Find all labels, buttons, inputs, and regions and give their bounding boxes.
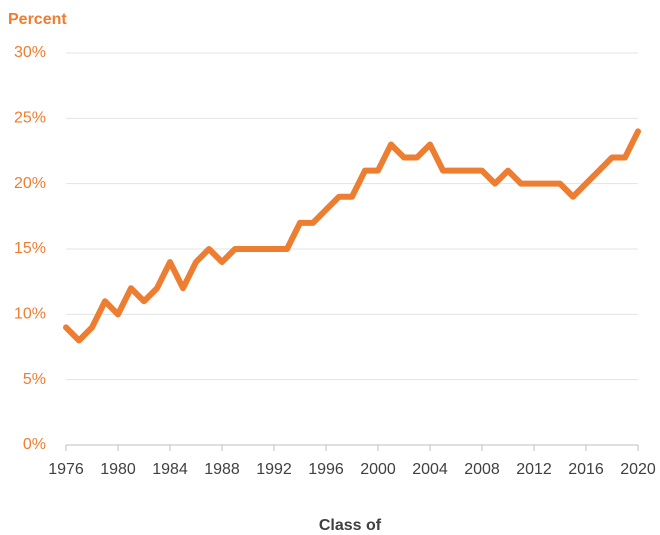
y-tick-label: 15%	[14, 240, 46, 257]
y-axis-label: Percent	[8, 11, 67, 28]
y-tick-label: 5%	[23, 371, 46, 388]
x-tick-label: 1976	[48, 461, 84, 478]
x-tick-label: 2008	[464, 461, 500, 478]
x-tick-label: 2020	[620, 461, 656, 478]
x-tick-label: 2004	[412, 461, 448, 478]
x-axis-label: Class of	[319, 517, 382, 534]
y-tick-label: 10%	[14, 306, 46, 323]
x-tick-label: 2016	[568, 461, 604, 478]
x-tick-label: 1988	[204, 461, 240, 478]
y-tick-label: 0%	[23, 436, 46, 453]
x-tick-label: 1992	[256, 461, 292, 478]
x-tick-label: 1980	[100, 461, 136, 478]
x-tick-label: 2000	[360, 461, 396, 478]
data-line	[63, 128, 641, 344]
x-tick-label: 2012	[516, 461, 552, 478]
y-tick-label: 25%	[14, 110, 46, 127]
y-tick-label: 20%	[14, 175, 46, 192]
x-tick-label: 1984	[152, 461, 188, 478]
x-tick-label: 1996	[308, 461, 344, 478]
y-tick-label: 30%	[14, 44, 46, 61]
